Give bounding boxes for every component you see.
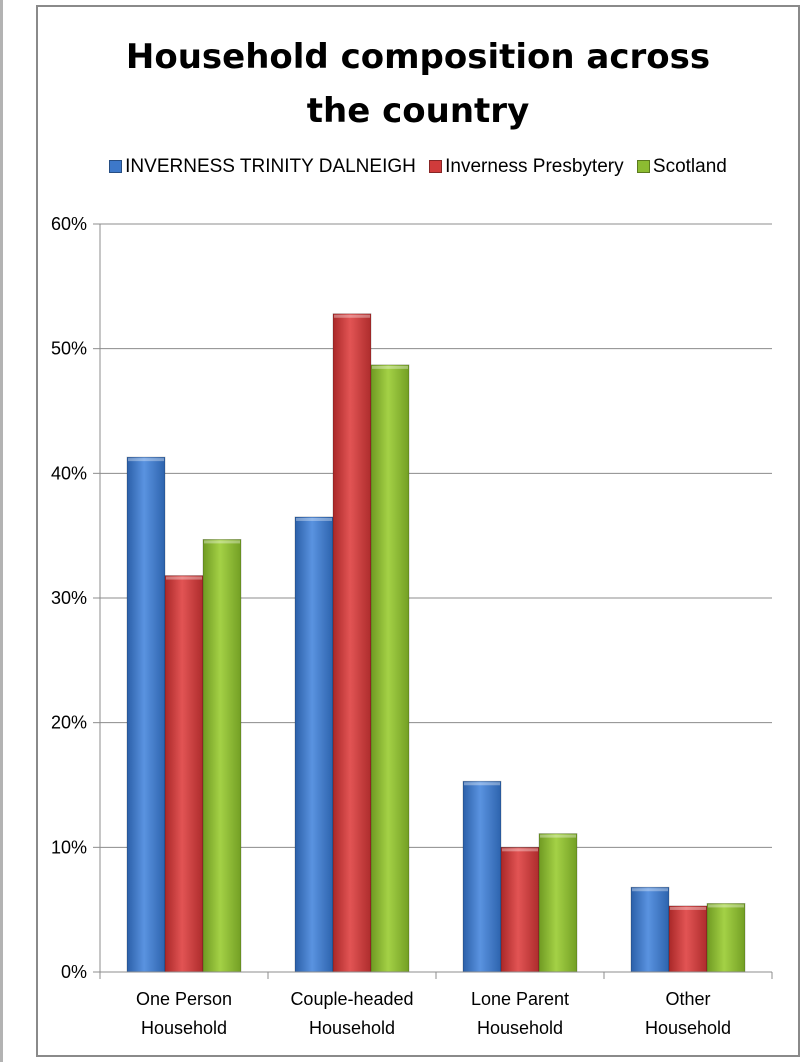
legend-label: Scotland [652,156,727,177]
bar [294,516,334,973]
x-category-label: Household [141,1018,227,1038]
legend-label: INVERNESS TRINITY DALNEIGH [125,156,416,177]
chart-legend: INVERNESS TRINITY DALNEIGH Inverness Pre… [36,156,800,178]
y-tick-label: 10% [51,837,87,857]
bar [538,833,578,973]
bar-highlight [502,848,538,852]
bar-highlight [708,904,744,908]
bar [630,886,670,973]
bar [706,903,746,973]
legend-label: Inverness Presbytery [445,156,624,177]
x-category-label: Household [645,1018,731,1038]
bar-highlight [540,834,576,838]
bar-highlight [128,458,164,462]
bar [500,846,540,973]
bar [668,905,708,973]
x-category-label: Lone Parent [471,989,569,1009]
bar-highlight [372,365,408,369]
x-category-label: Other [665,989,710,1009]
x-category-label: Household [309,1018,395,1038]
y-tick-label: 40% [51,463,87,483]
bar [202,539,242,973]
bar-highlight [334,314,370,318]
legend-swatch [636,160,650,173]
y-tick-label: 30% [51,588,87,608]
bar-highlight [296,517,332,521]
chart-title-line-2: the country [306,91,530,131]
bar-highlight [464,782,500,786]
legend-item-scotland: Scotland [636,156,727,178]
left-edge-rule [0,0,3,1062]
bar [462,780,502,973]
x-category-label: Household [477,1018,563,1038]
bar [332,313,372,973]
bar-highlight [166,576,202,580]
bar-highlight [670,906,706,910]
x-category-label: One Person [136,989,232,1009]
legend-swatch [429,160,443,173]
legend-item-inverness-presbytery: Inverness Presbytery [429,156,624,178]
bar-highlight [204,540,240,544]
y-tick-label: 60% [51,214,87,234]
x-category-label: Couple-headed [290,989,413,1009]
bar-highlight [632,888,668,892]
bar [126,456,166,973]
y-tick-label: 0% [61,962,87,982]
bar [370,364,410,973]
legend-item-inverness-trinity-dalneigh: INVERNESS TRINITY DALNEIGH [109,156,416,178]
y-tick-label: 20% [51,713,87,733]
y-tick-label: 50% [51,339,87,359]
bar [164,575,204,973]
legend-swatch [109,160,123,173]
chart-title-line-1: Household composition across [125,37,711,77]
